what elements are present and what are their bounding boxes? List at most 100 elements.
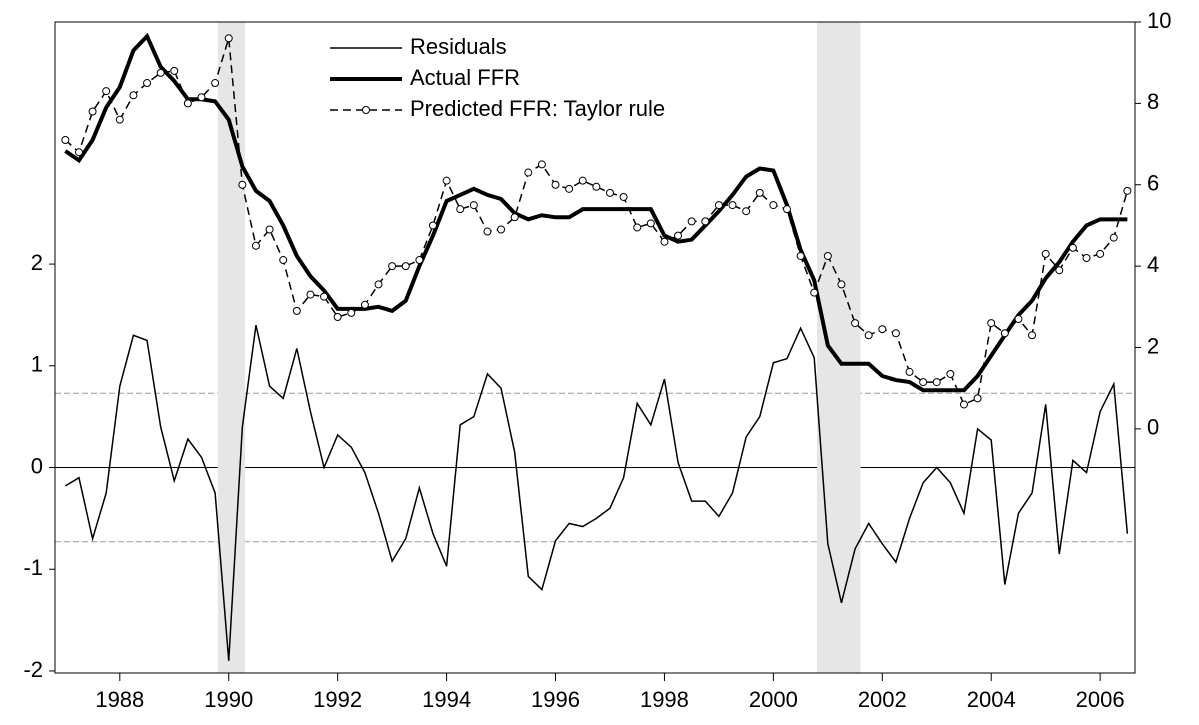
series-marker — [347, 308, 356, 317]
series-marker — [837, 280, 846, 289]
series-marker — [605, 188, 614, 197]
series-marker — [1055, 266, 1064, 275]
series-marker — [769, 201, 778, 210]
series-marker — [129, 91, 138, 100]
x-tick-label: 1998 — [640, 687, 689, 712]
x-tick-label: 1992 — [313, 687, 362, 712]
series-marker — [320, 292, 329, 301]
y-tick-label: -2 — [23, 657, 43, 682]
series-marker — [1041, 249, 1050, 258]
series-marker — [619, 192, 628, 201]
series-marker — [687, 217, 696, 226]
series-marker — [483, 227, 492, 236]
series-marker — [197, 93, 206, 102]
x-tick-label: 1990 — [204, 687, 253, 712]
series-marker — [1014, 315, 1023, 324]
series-marker — [810, 288, 819, 297]
y-tick-label: 0 — [31, 453, 43, 478]
x-tick-label: 1994 — [422, 687, 471, 712]
series-marker — [646, 219, 655, 228]
series-marker — [674, 231, 683, 240]
y2-tick-label: 0 — [1147, 415, 1159, 440]
series-marker — [170, 66, 179, 75]
series-marker — [633, 223, 642, 232]
series-marker — [1000, 329, 1009, 338]
series-marker — [851, 319, 860, 328]
series-marker — [456, 205, 465, 214]
y-tick-label: -1 — [23, 555, 43, 580]
series-marker — [973, 394, 982, 403]
series-line — [64, 324, 1129, 661]
series-marker — [701, 217, 710, 226]
series-marker — [224, 34, 233, 43]
x-tick-label: 1988 — [95, 687, 144, 712]
series-marker — [551, 180, 560, 189]
series-marker — [428, 221, 437, 230]
series-marker — [61, 135, 70, 144]
series-marker — [156, 68, 165, 77]
series-marker — [265, 225, 274, 234]
y2-tick-label: 4 — [1147, 252, 1159, 277]
series-marker — [333, 312, 342, 321]
series-marker — [102, 87, 111, 96]
series-marker — [510, 213, 519, 222]
series-marker — [905, 367, 914, 376]
x-tick-label: 2004 — [967, 687, 1016, 712]
series-marker — [74, 148, 83, 157]
series-marker — [279, 256, 288, 265]
series-marker — [592, 182, 601, 191]
x-tick-label: 2000 — [749, 687, 798, 712]
y2-tick-label: 8 — [1147, 89, 1159, 114]
series-marker — [1096, 249, 1105, 258]
series-marker — [565, 184, 574, 193]
series-marker — [1068, 243, 1077, 252]
series-marker — [959, 400, 968, 409]
series-marker — [211, 79, 220, 88]
series-marker — [469, 201, 478, 210]
series-marker — [442, 176, 451, 185]
legend-label: Predicted FFR: Taylor rule — [410, 96, 665, 121]
series-marker — [1082, 253, 1091, 262]
series-marker — [878, 325, 887, 334]
series-marker — [796, 251, 805, 260]
series-marker — [864, 331, 873, 340]
series-marker — [374, 280, 383, 289]
series-marker — [497, 225, 506, 234]
series-marker — [823, 251, 832, 260]
series-marker — [946, 369, 955, 378]
series-marker — [401, 262, 410, 271]
legend-marker — [362, 106, 370, 114]
series-marker — [238, 180, 247, 189]
series-marker — [932, 378, 941, 387]
series-marker — [1109, 233, 1118, 242]
x-tick-label: 2006 — [1076, 687, 1125, 712]
x-tick-label: 1996 — [531, 687, 580, 712]
series-marker — [183, 99, 192, 108]
series-marker — [728, 201, 737, 210]
series-marker — [919, 378, 928, 387]
series-marker — [537, 160, 546, 169]
y2-tick-label: 2 — [1147, 333, 1159, 358]
series-marker — [415, 256, 424, 265]
series-marker — [742, 207, 751, 216]
series-marker — [306, 290, 315, 299]
series-marker — [755, 188, 764, 197]
legend-label: Actual FFR — [410, 65, 520, 90]
y2-tick-label: 10 — [1147, 8, 1171, 33]
y-tick-label: 2 — [31, 250, 43, 275]
legend-label: Residuals — [410, 34, 507, 59]
series-marker — [1123, 186, 1132, 195]
x-tick-label: 2002 — [858, 687, 907, 712]
series-marker — [987, 319, 996, 328]
series-marker — [143, 79, 152, 88]
series-marker — [292, 306, 301, 315]
series-marker — [714, 201, 723, 210]
series-marker — [1028, 331, 1037, 340]
y-tick-label: 1 — [31, 352, 43, 377]
series-marker — [88, 107, 97, 116]
y2-tick-label: 6 — [1147, 171, 1159, 196]
series-marker — [251, 241, 260, 250]
series-marker — [388, 262, 397, 271]
series-line — [64, 32, 1128, 393]
